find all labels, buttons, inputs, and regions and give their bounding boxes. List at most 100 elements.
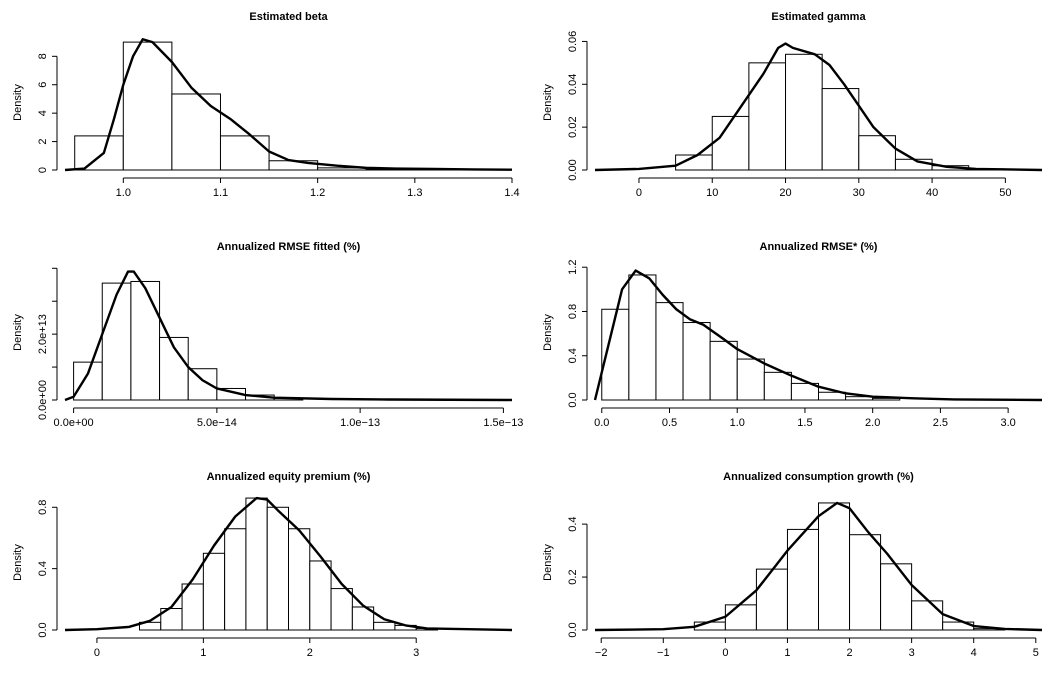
y-tick-label: 4: [37, 110, 49, 116]
y-axis-label: Density: [12, 84, 24, 121]
histogram-bar: [245, 497, 268, 631]
histogram-bar: [73, 361, 103, 401]
panel-rmse-star: Annualized RMSE* (%) 0.0 0.5 1.0 1.5 2.0 2.5 3.…: [530, 230, 1059, 460]
y-tick-label: 0.2: [567, 569, 579, 584]
y-axis-label: Density: [542, 84, 554, 121]
chart-title: Annualized consumption growth (%): [723, 471, 914, 483]
x-tick-label: 1.5: [797, 417, 812, 429]
histogram-bar: [821, 88, 860, 171]
density-curve: [594, 42, 1043, 172]
histogram-bar: [849, 534, 882, 631]
x-tick-label: 1.3: [407, 187, 422, 199]
y-tick-label: 0.02: [567, 116, 579, 137]
x-tick-label: 10: [706, 187, 718, 199]
histogram-bar: [224, 528, 247, 631]
density-curve: [64, 270, 513, 402]
density-curve: [64, 38, 513, 172]
chart-title: Annualized RMSE* (%): [760, 241, 878, 253]
histogram-bar: [330, 588, 353, 631]
histogram-bar: [748, 62, 787, 171]
x-tick-label: 2.5: [933, 417, 948, 429]
x-tick-label: 5: [1033, 647, 1039, 659]
x-tick-label: 1.5e−13: [483, 417, 523, 429]
x-tick-label: 0: [636, 187, 642, 199]
histogram-bar: [880, 563, 913, 631]
density-curve: [594, 501, 1043, 632]
x-tick-label: 1.1: [213, 187, 228, 199]
x-tick-label: 2.0: [865, 417, 880, 429]
y-tick-label: 0: [37, 167, 49, 173]
x-tick-label: 40: [926, 187, 938, 199]
x-tick-label: 3.0: [1000, 417, 1015, 429]
x-tick-label: 2: [846, 647, 852, 659]
histogram-bar: [736, 358, 765, 401]
panel-rmse-fitted: Annualized RMSE fitted (%) 0.0e+00 5.0e−14…: [0, 230, 529, 460]
histogram-bar: [373, 621, 396, 631]
x-tick-label: 1.4: [504, 187, 519, 199]
x-tick-label: 5.0e−14: [197, 417, 237, 429]
chart-title: Annualized equity premium (%): [207, 471, 371, 483]
panel-estimated-gamma: Estimated gamma 0 10 20 30 40 50 0.00 0.02 0.04 0.…: [530, 0, 1059, 230]
x-tick-label: 1.0e−13: [340, 417, 380, 429]
panel-estimated-beta: Estimated beta 1.0 1.1 1.2 1.3 1.4 0 2 4 6 8 Densit…: [0, 0, 529, 230]
y-tick-label: 0.4: [567, 516, 579, 531]
y-tick-label: 0.4: [37, 561, 49, 576]
histogram-bar: [351, 606, 375, 631]
x-tick-label: 3: [413, 647, 419, 659]
histogram-bar: [130, 280, 161, 401]
y-tick-label: 0.04: [567, 74, 579, 95]
histogram-bar: [655, 302, 684, 401]
histogram-bar: [818, 502, 851, 631]
x-tick-label: 20: [779, 187, 791, 199]
y-tick-label: 6: [37, 82, 49, 88]
y-axis-label: Density: [542, 314, 554, 351]
y-tick-label: 0.4: [567, 348, 579, 363]
histogram-bar: [709, 340, 738, 401]
histogram-bar: [858, 135, 896, 171]
histogram-bar: [682, 322, 711, 401]
x-tick-label: 50: [999, 187, 1011, 199]
panel-equity-premium: Annualized equity premium (%) 0 1 2 3 0.0 0.4 0…: [0, 460, 529, 690]
x-tick-label: 4: [971, 647, 977, 659]
x-tick-label: 0.5: [662, 417, 677, 429]
y-tick-label: 0.00: [567, 159, 579, 180]
density-curve: [64, 496, 513, 632]
y-tick-label: 0.0: [567, 392, 579, 407]
y-tick-label: 8: [37, 53, 49, 59]
chart-title: Estimated beta: [249, 11, 328, 23]
x-tick-label: 1.0: [730, 417, 745, 429]
x-tick-label: −1: [657, 647, 670, 659]
histogram-bar: [187, 368, 218, 401]
histogram-bar: [266, 506, 290, 631]
x-tick-label: 1.2: [310, 187, 325, 199]
histogram-bar: [309, 560, 332, 631]
histogram-bar: [911, 600, 944, 631]
histogram-bar: [711, 115, 750, 171]
x-tick-label: 3: [909, 647, 915, 659]
histogram-bar: [894, 158, 933, 171]
y-tick-label: 0.06: [567, 31, 579, 52]
histogram-bar: [628, 274, 657, 401]
chart-title: Estimated gamma: [771, 11, 866, 23]
histogram-bar: [171, 93, 221, 171]
y-tick-label: 2.0e+13: [37, 314, 49, 354]
x-tick-label: 2: [307, 647, 313, 659]
histogram-bar: [724, 604, 757, 631]
chart-title: Annualized RMSE fitted (%): [217, 241, 361, 253]
panel-consumption-growth: Annualized consumption growth (%) −2 −1 0 1 2…: [530, 460, 1059, 690]
x-tick-label: 0: [94, 647, 100, 659]
histogram-bar: [755, 568, 788, 631]
density-curve: [593, 269, 1043, 402]
histogram-bar: [288, 528, 311, 631]
y-tick-label: 0.0: [37, 622, 49, 637]
x-tick-label: 0: [722, 647, 728, 659]
y-tick-label: 0.8: [567, 304, 579, 319]
histogram-bar: [101, 282, 132, 401]
histogram-bar: [763, 371, 792, 401]
x-tick-label: −2: [595, 647, 608, 659]
x-tick-label: 1: [200, 647, 206, 659]
histogram-bar: [74, 135, 124, 171]
y-axis-label: Density: [12, 314, 24, 351]
y-axis-label: Density: [12, 544, 24, 581]
